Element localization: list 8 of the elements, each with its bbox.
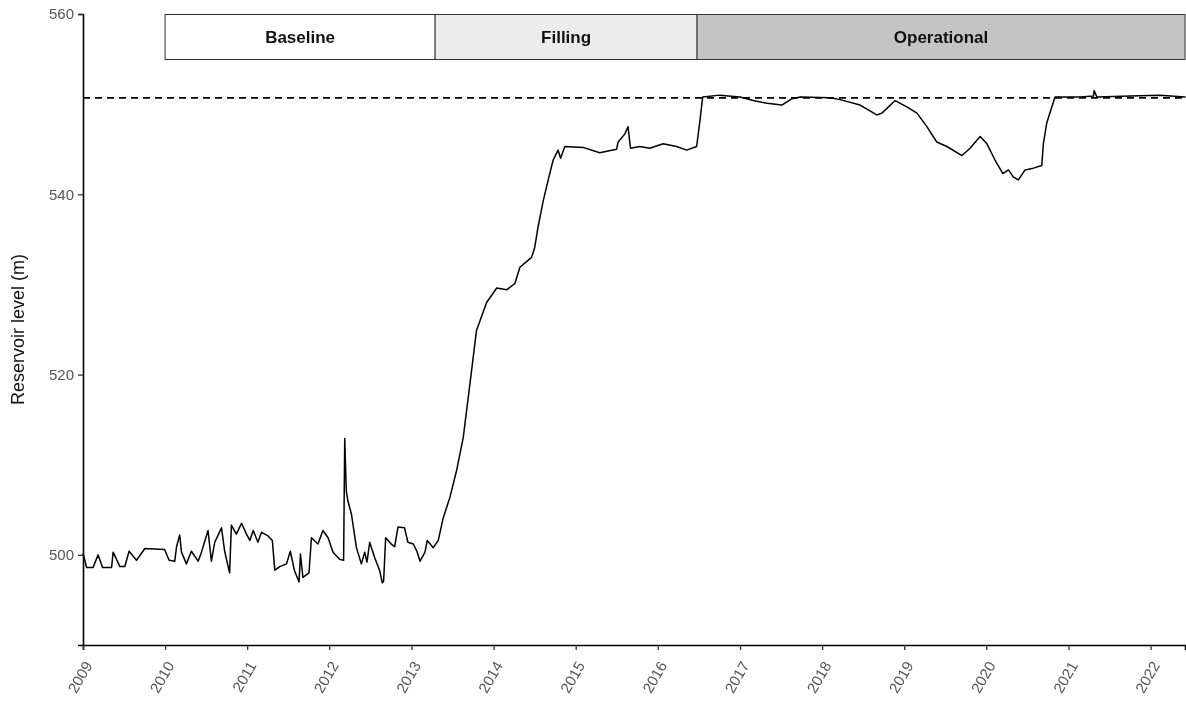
band-label: Filling [541, 27, 592, 47]
y-tick-label: 500 [48, 546, 74, 564]
y-tick-label: 540 [48, 185, 74, 203]
band-label: Baseline [265, 27, 336, 47]
y-tick-label: 520 [48, 365, 74, 383]
band-label: Operational [893, 27, 989, 47]
y-axis-title: Reservoir level (m) [8, 253, 28, 406]
y-tick-label: 560 [48, 5, 74, 23]
